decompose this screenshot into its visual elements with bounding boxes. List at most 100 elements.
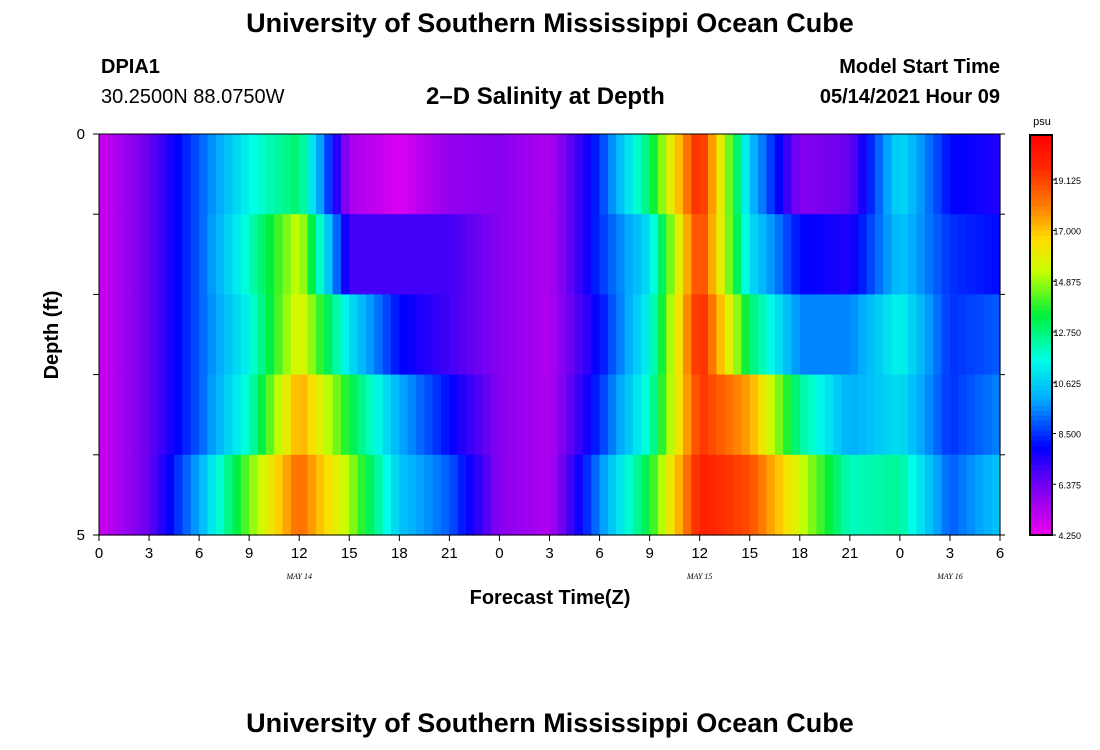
heatmap-cell: [499, 294, 509, 376]
heatmap-cell: [682, 214, 692, 295]
heatmap-cell: [149, 294, 158, 376]
heatmap-cell: [949, 214, 959, 295]
colorbar-segment: [1030, 220, 1052, 226]
colorbar-segment: [1030, 215, 1052, 221]
heatmap-cell: [157, 374, 167, 456]
heatmap-cell: [682, 454, 692, 536]
heatmap-cell: [274, 374, 284, 456]
heatmap-cell: [132, 134, 142, 215]
heatmap-cell: [424, 214, 434, 295]
heatmap-cell: [624, 134, 634, 215]
colorbar-segment: [1030, 165, 1052, 171]
heatmap-cell: [657, 134, 667, 215]
heatmap-cell: [783, 134, 793, 215]
heatmap-cell: [566, 454, 576, 536]
heatmap-cell: [816, 454, 826, 536]
heatmap-cell: [674, 294, 684, 376]
x-tick-label: 15: [341, 545, 358, 562]
x-tick-label: 21: [441, 545, 458, 562]
heatmap-cell: [849, 454, 859, 536]
heatmap-cell: [724, 454, 734, 536]
footer-title: University of Southern Mississippi Ocean…: [246, 708, 854, 738]
heatmap-cell: [524, 454, 534, 536]
heatmap-cell: [466, 454, 476, 536]
heatmap-cell: [416, 294, 425, 376]
heatmap-cell: [783, 374, 793, 456]
colorbar-segment: [1030, 415, 1052, 421]
colorbar-segment: [1030, 430, 1052, 436]
colorbar-segment: [1030, 460, 1052, 466]
heatmap-cell: [791, 294, 801, 376]
heatmap-cell: [674, 374, 684, 456]
heatmap-cell: [491, 374, 501, 456]
heatmap-cell: [699, 454, 709, 536]
heatmap-cell: [699, 214, 709, 295]
heatmap-cell: [724, 294, 734, 376]
heatmap-cell: [265, 134, 275, 215]
heatmap-cell: [741, 134, 751, 215]
heatmap-cell: [182, 134, 192, 215]
colorbar-segment: [1030, 410, 1052, 416]
heatmap-cell: [491, 294, 501, 376]
heatmap-cell: [749, 294, 759, 376]
heatmap-cell: [524, 294, 534, 376]
heatmap-cell: [933, 374, 943, 456]
heatmap-cell: [933, 214, 943, 295]
heatmap-cell: [758, 214, 767, 295]
heatmap-cell: [149, 134, 158, 215]
x-tick-label: 15: [741, 545, 758, 562]
heatmap-cell: [299, 454, 309, 536]
heatmap-cell: [949, 374, 959, 456]
colorbar-segment: [1030, 285, 1052, 291]
heatmap-cell: [866, 294, 876, 376]
heatmap-cell: [399, 214, 409, 295]
heatmap-cell: [516, 214, 526, 295]
heatmap-cell: [432, 134, 442, 215]
heatmap-cell: [532, 374, 542, 456]
heatmap-cell: [340, 294, 350, 376]
heatmap-cell: [249, 374, 259, 456]
y-tick-label: 0: [77, 126, 85, 143]
heatmap-cell: [741, 294, 751, 376]
heatmap-cell: [399, 374, 409, 456]
heatmap-cell: [466, 214, 476, 295]
chart-title: 2–D Salinity at Depth: [426, 83, 665, 110]
heatmap-cell: [924, 214, 934, 295]
heatmap-cell: [933, 134, 943, 215]
heatmap-cell: [474, 214, 484, 295]
colorbar-segment: [1030, 480, 1052, 486]
heatmap-cell: [290, 374, 300, 456]
model-start-label: Model Start Time: [839, 56, 1000, 78]
heatmap-cell: [758, 294, 767, 376]
heatmap-cell: [532, 214, 542, 295]
heatmap-cell: [599, 454, 609, 536]
heatmap-cell: [290, 454, 300, 536]
heatmap-cell: [224, 134, 234, 215]
heatmap-cell: [149, 374, 158, 456]
heatmap-cell: [190, 454, 200, 536]
heatmap-cell: [682, 374, 692, 456]
x-date-label: MAY 14: [285, 572, 312, 581]
heatmap-cell: [983, 134, 993, 215]
heatmap-cell: [733, 134, 742, 215]
x-tick-label: 6: [996, 545, 1004, 562]
heatmap-cell: [941, 134, 951, 215]
heatmap-cell: [883, 214, 893, 295]
colorbar-segment: [1030, 465, 1052, 471]
heatmap-cell: [424, 374, 434, 456]
heatmap-cell: [324, 134, 334, 215]
heatmap-cell: [374, 454, 384, 536]
heatmap-cell: [232, 374, 242, 456]
x-tick-label: 6: [195, 545, 203, 562]
heatmap-cell: [799, 294, 809, 376]
heatmap-cell: [132, 294, 142, 376]
heatmap-cell: [541, 454, 551, 536]
heatmap-cell: [774, 294, 784, 376]
heatmap-cell: [908, 454, 918, 536]
heatmap-cell: [924, 454, 934, 536]
colorbar-frame: [1029, 134, 1053, 536]
heatmap-cell: [507, 454, 517, 536]
colorbar-segment: [1030, 205, 1052, 211]
heatmap-cell: [449, 214, 459, 295]
heatmap-cell: [874, 374, 884, 456]
